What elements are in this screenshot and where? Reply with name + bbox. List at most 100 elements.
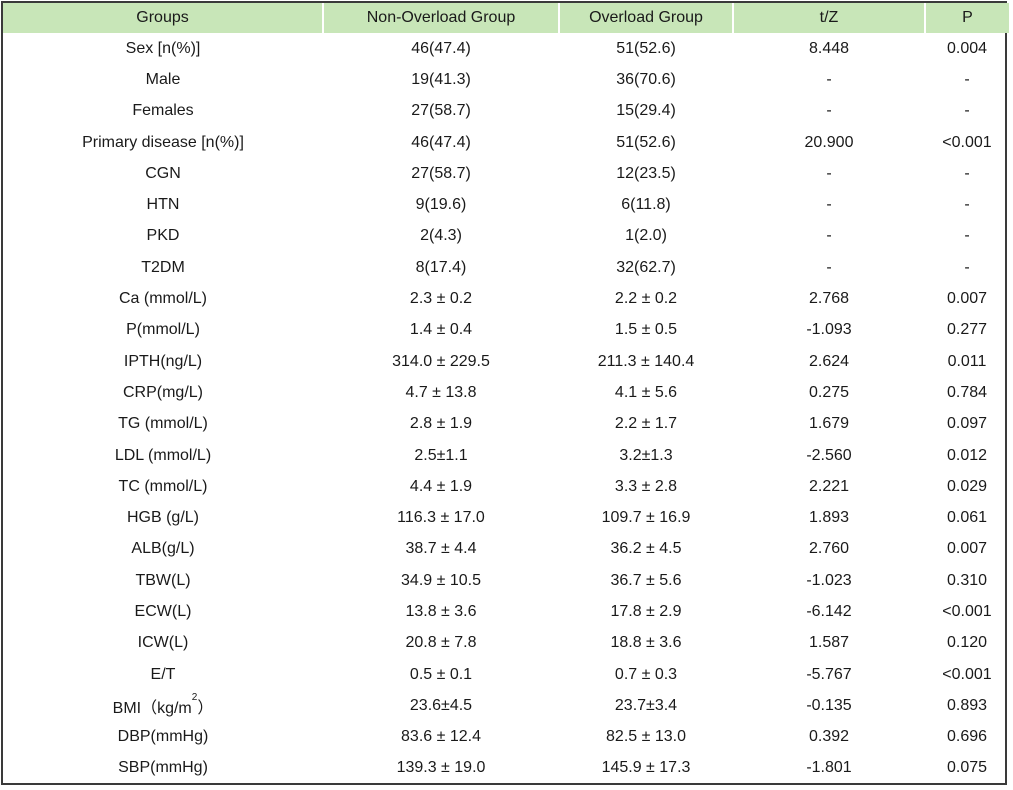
- overload-value: 51(52.6): [616, 39, 676, 57]
- row-label: ICW(L): [3, 628, 323, 659]
- p-value: 0.011: [947, 352, 987, 370]
- row-label-text: CRP(mg/L): [122, 383, 203, 401]
- table-row: Females 27(58.7) 15(29.4) - -: [3, 96, 1009, 127]
- row-label: DBP(mmHg): [3, 722, 323, 753]
- table-row: T2DM 8(17.4) 32(62.7) - -: [3, 252, 1009, 283]
- tz-value: -: [826, 227, 832, 245]
- row-label-text: HTN: [146, 196, 180, 214]
- non-overload-value: 27(58.7): [411, 102, 471, 120]
- tz-value: 2.760: [808, 540, 850, 558]
- overload-value: 12(23.5): [616, 164, 676, 182]
- non-overload-value: 2.3 ± 0.2: [409, 290, 473, 308]
- p-value: 0.097: [946, 415, 988, 433]
- non-overload-value: 20.8 ± 7.8: [405, 634, 477, 652]
- non-overload-value: 46(47.4): [411, 39, 471, 57]
- p-value: -: [964, 258, 970, 276]
- row-label-text: TBW(L): [135, 571, 191, 589]
- overload-value: 36.7 ± 5.6: [610, 571, 682, 589]
- p-value: -: [964, 164, 970, 182]
- row-label-superscript: 2: [191, 691, 198, 703]
- tz-value: 2.221: [808, 477, 850, 495]
- non-overload-value: 46(47.4): [411, 133, 471, 151]
- overload-value: 1.5 ± 0.5: [614, 321, 678, 339]
- table-row: TC (mmol/L) 4.4 ± 1.9 3.3 ± 2.8 2.221 0.029: [3, 471, 1009, 502]
- tz-value: 1.893: [808, 509, 850, 527]
- row-label: Primary disease [n(%)]: [3, 127, 323, 158]
- row-label: BMI（kg/m2）: [3, 690, 323, 721]
- table-row: P(mmol/L) 1.4 ± 0.4 1.5 ± 0.5 -1.093 0.277: [3, 315, 1009, 346]
- row-label-text: CGN: [145, 164, 181, 182]
- p-value: -: [964, 70, 970, 88]
- tz-value: 8.448: [808, 39, 850, 57]
- row-label-text: Primary disease [n(%)]: [82, 133, 244, 151]
- tz-value: 0.275: [808, 383, 850, 401]
- overload-value: 36(70.6): [616, 70, 676, 88]
- overload-value: 18.8 ± 3.6: [610, 634, 682, 652]
- non-overload-value: 34.9 ± 10.5: [401, 571, 481, 589]
- p-value: 0.004: [946, 39, 988, 57]
- tz-value: -0.135: [806, 696, 852, 714]
- table-row: ICW(L) 20.8 ± 7.8 18.8 ± 3.6 1.587 0.120: [3, 628, 1009, 659]
- tz-value: -1.023: [806, 571, 852, 589]
- p-value: 0.310: [946, 571, 988, 589]
- row-label: PKD: [3, 221, 323, 252]
- p-value: 0.007: [946, 540, 988, 558]
- overload-value: 82.5 ± 13.0: [606, 728, 686, 746]
- tz-value: 1.587: [808, 634, 850, 652]
- table-row: Primary disease [n(%)] 46(47.4) 51(52.6) 20…: [3, 127, 1009, 158]
- overload-value: 3.2±1.3: [619, 446, 673, 464]
- non-overload-value: 27(58.7): [411, 164, 471, 182]
- p-value: 0.075: [946, 759, 988, 777]
- non-overload-value: 9(19.6): [415, 196, 467, 214]
- table-row: CGN 27(58.7) 12(23.5) - -: [3, 158, 1009, 189]
- row-label: Male: [3, 64, 323, 95]
- row-label: IPTH(ng/L): [3, 346, 323, 377]
- row-label: Sex [n(%)]: [3, 33, 323, 64]
- overload-value: 4.1 ± 5.6: [614, 383, 678, 401]
- overload-value: 32(62.7): [616, 258, 676, 276]
- overload-value: 0.7 ± 0.3: [614, 665, 678, 683]
- row-label: E/T: [3, 659, 323, 690]
- p-value: -: [964, 227, 970, 245]
- table-row: TG (mmol/L) 2.8 ± 1.9 2.2 ± 1.7 1.679 0.097: [3, 409, 1009, 440]
- overload-value: 1(2.0): [625, 227, 667, 245]
- row-label-text: PKD: [146, 227, 180, 245]
- tz-value: 2.768: [808, 290, 850, 308]
- row-label: TBW(L): [3, 565, 323, 596]
- table-row: Male 19(41.3) 36(70.6) - -: [3, 64, 1009, 95]
- row-label: TC (mmol/L): [3, 471, 323, 502]
- header-overload-group: Overload Group: [559, 3, 734, 33]
- tz-value: -1.801: [806, 759, 852, 777]
- overload-value: 51(52.6): [616, 133, 676, 151]
- table-header: Groups Non-Overload Group Overload Group…: [3, 3, 1009, 33]
- row-label: T2DM: [3, 252, 323, 283]
- table-row: PKD 2(4.3) 1(2.0) - -: [3, 221, 1009, 252]
- row-label-text: ALB(g/L): [131, 540, 195, 558]
- header-row: Groups Non-Overload Group Overload Group…: [3, 3, 1009, 33]
- row-label-text: P(mmol/L): [126, 321, 200, 339]
- table-row: E/T 0.5 ± 0.1 0.7 ± 0.3 -5.767 <0.001: [3, 659, 1009, 690]
- table-row: HTN 9(19.6) 6(11.8) - -: [3, 189, 1009, 220]
- tz-value: -6.142: [806, 602, 852, 620]
- non-overload-value: 4.7 ± 13.8: [405, 383, 477, 401]
- non-overload-value: 116.3 ± 17.0: [397, 509, 485, 527]
- table-row: IPTH(ng/L) 314.0 ± 229.5 211.3 ± 140.4 2.62…: [3, 346, 1009, 377]
- overload-value: 6(11.8): [621, 196, 671, 214]
- non-overload-value: 2.5±1.1: [414, 446, 468, 464]
- tz-value: -: [826, 196, 832, 214]
- comparison-table: Groups Non-Overload Group Overload Group…: [3, 3, 1009, 784]
- table-row: ALB(g/L) 38.7 ± 4.4 36.2 ± 4.5 2.760 0.007: [3, 534, 1009, 565]
- row-label: LDL (mmol/L): [3, 440, 323, 471]
- row-label-text: IPTH(ng/L): [123, 352, 203, 370]
- row-label-text: ICW(L): [137, 634, 189, 652]
- p-value: -: [964, 196, 970, 214]
- overload-value: 3.3 ± 2.8: [614, 477, 678, 495]
- table-row: TBW(L) 34.9 ± 10.5 36.7 ± 5.6 -1.023 0.310: [3, 565, 1009, 596]
- table-row: Ca (mmol/L) 2.3 ± 0.2 2.2 ± 0.2 2.768 0.007: [3, 283, 1009, 314]
- overload-value: 2.2 ± 0.2: [614, 290, 678, 308]
- non-overload-value: 0.5 ± 0.1: [409, 665, 473, 683]
- non-overload-value: 23.6±4.5: [409, 696, 473, 714]
- row-label: CGN: [3, 158, 323, 189]
- row-label: Females: [3, 96, 323, 127]
- table-row: CRP(mg/L) 4.7 ± 13.8 4.1 ± 5.6 0.275 0.784: [3, 377, 1009, 408]
